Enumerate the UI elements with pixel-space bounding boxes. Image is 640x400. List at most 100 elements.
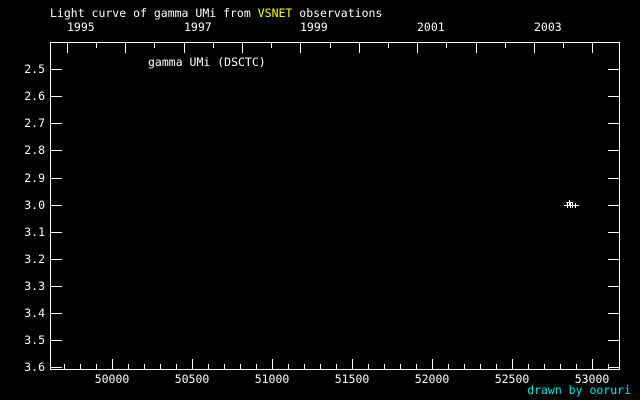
y-axis-left-tick [51,205,62,206]
x-axis-minor-tick [64,364,65,369]
y-axis-tick-label: 3.5 [24,333,45,347]
top-axis-year-label: 2001 [417,20,445,34]
y-axis-tick-label: 3.2 [24,252,45,266]
y-axis-right-tick [608,313,619,314]
x-axis-major-tick [352,359,353,369]
x-axis-minor-tick [480,364,481,369]
y-axis-tick-label: 2.7 [24,116,45,130]
y-axis-tick-label: 2.8 [24,143,45,157]
star-annotation: gamma UMi (DSCTC) [148,55,266,69]
x-axis-major-tick [192,359,193,369]
x-axis-major-tick [592,359,593,369]
top-axis-minor-tick [446,43,447,48]
x-axis-minor-tick [288,364,289,369]
x-axis-minor-tick [336,364,337,369]
y-axis-tick-label: 3.6 [24,360,45,374]
x-axis-minor-tick [144,364,145,369]
top-axis-year-label: 1999 [300,20,328,34]
chart-title-suffix: observations [292,6,383,20]
top-axis-minor-tick [271,43,272,48]
top-axis-minor-tick [388,43,389,48]
data-point-marker [575,203,576,208]
top-axis-major-tick [184,43,185,53]
y-axis-left-tick [51,313,62,314]
x-axis-minor-tick [256,364,257,369]
x-axis-minor-tick [224,364,225,369]
y-axis-right-tick [608,178,619,179]
top-axis-minor-tick [154,43,155,48]
chart-title: Light curve of gamma UMi from VSNET obse… [50,7,382,20]
x-axis-major-tick [272,359,273,369]
x-axis-minor-tick [304,364,305,369]
top-axis-major-tick [359,43,360,53]
x-axis-minor-tick [80,364,81,369]
x-axis-tick-label: 50500 [174,372,210,386]
top-axis-minor-tick [505,43,506,48]
x-axis-minor-tick [320,364,321,369]
x-axis-minor-tick [128,364,129,369]
x-axis-tick-label: 51000 [254,372,290,386]
y-axis-left-tick [51,69,62,70]
x-axis-minor-tick [448,364,449,369]
top-axis-major-tick [300,43,301,53]
x-axis-minor-tick [560,364,561,369]
y-axis-tick-label: 3.0 [24,198,45,212]
top-axis-minor-tick [213,43,214,48]
x-axis-tick-label: 52500 [494,372,530,386]
x-axis-minor-tick [528,364,529,369]
y-axis-left-tick [51,232,62,233]
x-axis-tick-label: 51500 [334,372,370,386]
top-axis-year-label: 1997 [184,20,212,34]
y-axis-right-tick [608,232,619,233]
top-axis-major-tick [592,43,593,53]
x-axis-minor-tick [384,364,385,369]
top-axis-year-label: 2003 [534,20,562,34]
x-axis-minor-tick [496,364,497,369]
x-axis-tick-label: 52000 [414,372,450,386]
y-axis-left-tick [51,96,62,97]
y-axis-right-tick [608,96,619,97]
x-axis-minor-tick [608,364,609,369]
y-axis-tick-label: 2.5 [24,62,45,76]
y-axis-tick-label: 3.4 [24,306,45,320]
y-axis-right-tick [608,69,619,70]
data-point-marker [569,200,570,205]
x-axis-minor-tick [160,364,161,369]
x-axis-minor-tick [576,364,577,369]
top-axis-major-tick [476,43,477,53]
x-axis-major-tick [432,359,433,369]
x-axis-minor-tick [176,364,177,369]
y-axis-left-tick [51,286,62,287]
chart-title-prefix: Light curve of gamma UMi from [50,6,258,20]
y-axis-left-tick [51,150,62,151]
top-axis-major-tick [67,43,68,53]
y-axis-tick-label: 2.6 [24,89,45,103]
top-axis-major-tick [534,43,535,53]
y-axis-right-tick [608,150,619,151]
y-axis-left-tick [51,259,62,260]
y-axis-tick-label: 2.9 [24,171,45,185]
x-axis-major-tick [512,359,513,369]
y-axis-tick-label: 3.1 [24,225,45,239]
top-axis-major-tick [125,43,126,53]
x-axis-tick-label: 50000 [94,372,130,386]
x-axis-minor-tick [464,364,465,369]
x-axis-minor-tick [96,364,97,369]
x-axis-minor-tick [400,364,401,369]
x-axis-major-tick [112,359,113,369]
credit-text: drawn by ooruri [527,383,631,397]
x-axis-minor-tick [208,364,209,369]
y-axis-right-tick [608,123,619,124]
y-axis-left-tick [51,367,62,368]
top-axis-major-tick [417,43,418,53]
y-axis-left-tick [51,123,62,124]
top-axis-minor-tick [96,43,97,48]
plot-frame [50,42,620,370]
y-axis-right-tick [608,286,619,287]
y-axis-right-tick [608,340,619,341]
top-axis-minor-tick [563,43,564,48]
y-axis-left-tick [51,340,62,341]
y-axis-right-tick [608,259,619,260]
x-axis-minor-tick [544,364,545,369]
x-axis-minor-tick [368,364,369,369]
